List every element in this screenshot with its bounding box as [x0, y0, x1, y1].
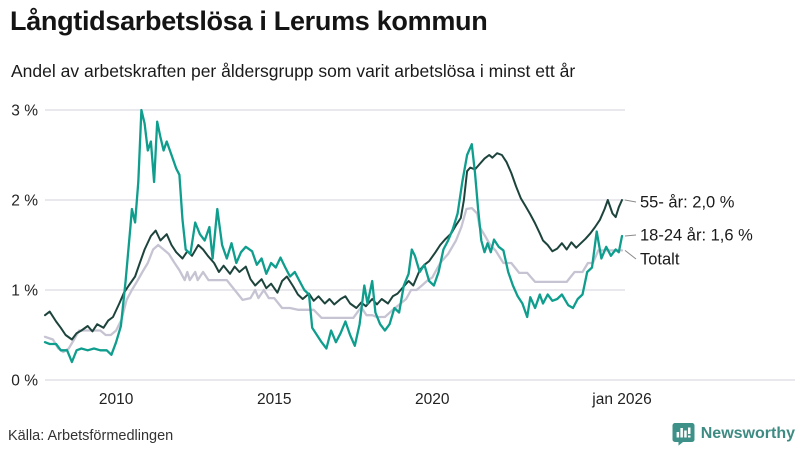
source-note: Källa: Arbetsförmedlingen — [8, 428, 174, 444]
page-title: Långtidsarbetslösa i Lerums kommun — [10, 6, 488, 36]
brand: Newsworthy — [672, 420, 795, 448]
chart-subtitle: Andel av arbetskraften per åldersgrupp s… — [11, 61, 576, 81]
x-axis-label: 2010 — [99, 391, 134, 408]
series-line-18-24-r — [43, 108, 624, 364]
series-annotation-55-r: 55- år: 2,0 % — [640, 194, 735, 212]
chart-footer: Källa: Arbetsförmedlingen Newsworthy — [0, 420, 800, 448]
brand-name: Newsworthy — [700, 425, 795, 442]
y-axis-label: 2 % — [11, 193, 38, 210]
x-axis-label: 2020 — [415, 391, 450, 408]
x-axis-label: jan 2026 — [591, 391, 651, 408]
series-annotation-18-24-r: 18-24 år: 1,6 % — [640, 227, 753, 245]
series-annotation-totalt: Totalt — [640, 251, 680, 269]
y-axis-label: 0 % — [11, 373, 38, 390]
newsworthy-logo-icon — [672, 423, 695, 446]
line-chart: 0 % 1 % 2 % 3 % 2010 2015 2020 jan 2026 55- år: … — [11, 103, 795, 408]
y-axis-label: 3 % — [11, 103, 38, 120]
x-axis-label: 2015 — [257, 391, 291, 408]
y-axis-label: 1 % — [11, 283, 38, 300]
annotation-leader-line — [624, 199, 637, 203]
annotation-leader-line — [624, 250, 637, 260]
series-line-55-r — [44, 152, 623, 341]
annotation-leader-line — [624, 234, 637, 237]
